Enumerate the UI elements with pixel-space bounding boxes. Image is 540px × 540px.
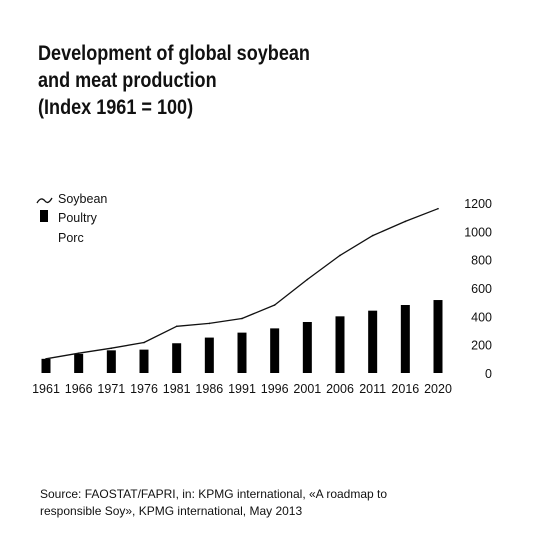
source-note: Source: FAOSTAT/FAPRI, in: KPMG internat…: [40, 486, 460, 520]
soybean-series: [45, 207, 439, 360]
poultry-bar-1961: [41, 358, 51, 373]
poultry-bar-1986: [204, 337, 214, 373]
source-line-2: responsible Soy», KPMG international, Ma…: [40, 504, 303, 518]
x-axis: 1961 1966 1971 1976 1981 1986 1991 1996 2001 2006…: [32, 382, 452, 396]
x-tick-label-2020: 2020: [424, 382, 452, 396]
poultry-bar-1971: [106, 350, 116, 373]
soybean-point-1966: [77, 352, 80, 354]
title-line-1: Development of global soybean: [38, 42, 310, 65]
poultry-bar-1991: [237, 332, 247, 373]
poultry-bars: [41, 300, 443, 373]
y-tick-label-800: 800: [471, 254, 492, 268]
x-tick-label-1976: 1976: [130, 382, 158, 396]
poultry-bar-2001: [302, 322, 312, 373]
chart-title: Development of global soybean and meat p…: [38, 40, 434, 121]
legend-soybean-symbol: [36, 197, 53, 204]
poultry-bar-1966: [74, 353, 84, 373]
legend-poultry-symbol: [40, 210, 48, 222]
y-axis: 0 200 400 600 800 1000 1200: [464, 197, 492, 381]
poultry-bar-1976: [139, 349, 149, 373]
y-tick-label-200: 200: [471, 339, 492, 353]
x-tick-label-1986: 1986: [195, 382, 223, 396]
x-tick-label-1966: 1966: [65, 382, 93, 396]
legend-poultry-label: Poultry: [58, 211, 98, 225]
soybean-point-1986: [208, 322, 211, 325]
poultry-bar-1981: [172, 343, 182, 373]
legend: Soybean Poultry Porc: [36, 192, 107, 245]
x-tick-label-2006: 2006: [326, 382, 354, 396]
soybean-point-2011: [371, 234, 374, 237]
title-line-2: and meat production: [38, 69, 217, 92]
title-line-3: (Index 1961 = 100): [38, 96, 194, 119]
y-tick-label-1200: 1200: [464, 197, 492, 211]
x-tick-label-1996: 1996: [261, 382, 289, 396]
soybean-point-2001: [306, 278, 309, 281]
soybean-point-2020: [437, 207, 439, 210]
soybean-point-1991: [241, 317, 243, 320]
x-tick-label-1961: 1961: [32, 382, 60, 396]
y-tick-label-1000: 1000: [464, 225, 492, 239]
legend-porc-label: Porc: [58, 231, 84, 245]
soybean-point-1981: [175, 325, 178, 328]
x-tick-label-1971: 1971: [97, 382, 125, 396]
legend-soybean-label: Soybean: [58, 192, 107, 206]
soybean-point-1976: [143, 341, 145, 344]
soybean-point-2006: [339, 254, 341, 257]
x-tick-label-2016: 2016: [391, 382, 419, 396]
x-tick-label-2001: 2001: [293, 382, 321, 396]
x-tick-label-2011: 2011: [359, 382, 386, 396]
soybean-point-1971: [110, 347, 113, 350]
y-tick-label-600: 600: [471, 282, 492, 296]
soybean-point-2016: [404, 220, 407, 223]
soybean-point-1961: [45, 358, 47, 360]
poultry-bar-2020: [433, 300, 443, 373]
poultry-bar-2016: [400, 305, 410, 373]
y-tick-label-0: 0: [485, 367, 492, 381]
poultry-bar-1996: [270, 328, 280, 373]
poultry-bar-2006: [335, 316, 345, 373]
x-tick-label-1991: 1991: [228, 382, 256, 396]
source-line-1: Source: FAOSTAT/FAPRI, in: KPMG internat…: [40, 487, 388, 501]
y-tick-label-400: 400: [471, 310, 492, 324]
soybean-point-1996: [273, 304, 276, 306]
x-tick-label-1981: 1981: [163, 382, 191, 396]
poultry-bar-2011: [368, 310, 378, 373]
